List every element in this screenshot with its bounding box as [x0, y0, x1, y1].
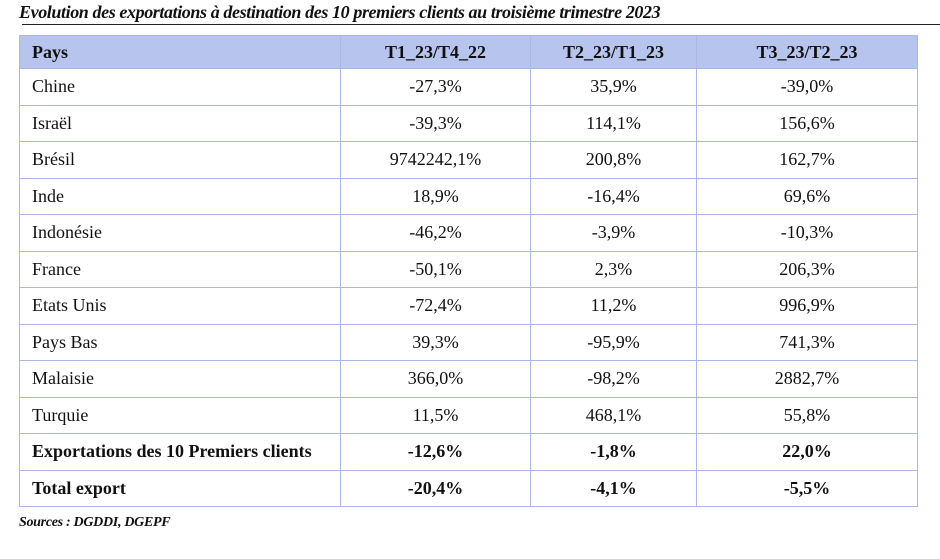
value-cell: -46,2%: [340, 214, 531, 252]
summary-value-cell: -4,1%: [530, 469, 697, 507]
value-cell: 206,3%: [696, 250, 918, 288]
value-cell: -27,3%: [340, 68, 531, 106]
header-t3: T3_23/T2_23: [696, 35, 918, 69]
value-cell: 2882,7%: [696, 360, 918, 398]
value-cell: 11,5%: [340, 396, 531, 434]
value-cell: 366,0%: [340, 360, 531, 398]
value-cell: 55,8%: [696, 396, 918, 434]
country-cell: Israël: [19, 104, 341, 142]
table-row: Brésil 9742242,1% 200,8% 162,7%: [19, 141, 918, 179]
country-cell: France: [19, 250, 341, 288]
exports-table-container: Pays T1_23/T4_22 T2_23/T1_23 T3_23/T2_23…: [19, 35, 918, 507]
country-cell: Pays Bas: [19, 323, 341, 361]
header-t1: T1_23/T4_22: [340, 35, 531, 69]
value-cell: 200,8%: [530, 141, 697, 179]
country-cell: Indonésie: [19, 214, 341, 252]
value-cell: -50,1%: [340, 250, 531, 288]
value-cell: 114,1%: [530, 104, 697, 142]
summary-value-cell: -12,6%: [340, 433, 531, 471]
country-cell: Turquie: [19, 396, 341, 434]
header-pays: Pays: [19, 35, 341, 69]
summary-value-cell: -1,8%: [530, 433, 697, 471]
summary-label-cell: Total export: [19, 469, 341, 507]
table-row: Pays Bas 39,3% -95,9% 741,3%: [19, 323, 918, 361]
value-cell: -95,9%: [530, 323, 697, 361]
summary-row-top10: Exportations des 10 Premiers clients -12…: [19, 433, 918, 471]
value-cell: 11,2%: [530, 287, 697, 325]
value-cell: 39,3%: [340, 323, 531, 361]
value-cell: 9742242,1%: [340, 141, 531, 179]
value-cell: 996,9%: [696, 287, 918, 325]
value-cell: 18,9%: [340, 177, 531, 215]
value-cell: 156,6%: [696, 104, 918, 142]
table-row: France -50,1% 2,3% 206,3%: [19, 250, 918, 288]
value-cell: 741,3%: [696, 323, 918, 361]
table-row: Indonésie -46,2% -3,9% -10,3%: [19, 214, 918, 252]
country-cell: Malaisie: [19, 360, 341, 398]
summary-value-cell: 22,0%: [696, 433, 918, 471]
country-cell: Brésil: [19, 141, 341, 179]
header-t2: T2_23/T1_23: [530, 35, 697, 69]
value-cell: -10,3%: [696, 214, 918, 252]
summary-value-cell: -20,4%: [340, 469, 531, 507]
summary-value-cell: -5,5%: [696, 469, 918, 507]
value-cell: 162,7%: [696, 141, 918, 179]
value-cell: -39,0%: [696, 68, 918, 106]
table-header-row: Pays T1_23/T4_22 T2_23/T1_23 T3_23/T2_23: [19, 35, 918, 69]
table-row: Inde 18,9% -16,4% 69,6%: [19, 177, 918, 215]
value-cell: -98,2%: [530, 360, 697, 398]
exports-table: Pays T1_23/T4_22 T2_23/T1_23 T3_23/T2_23…: [19, 35, 918, 507]
value-cell: -39,3%: [340, 104, 531, 142]
page-title: Evolution des exportations à destination…: [19, 2, 661, 22]
value-cell: 69,6%: [696, 177, 918, 215]
value-cell: 2,3%: [530, 250, 697, 288]
value-cell: -72,4%: [340, 287, 531, 325]
summary-row-total: Total export -20,4% -4,1% -5,5%: [19, 469, 918, 507]
value-cell: -3,9%: [530, 214, 697, 252]
country-cell: Chine: [19, 68, 341, 106]
table-row: Malaisie 366,0% -98,2% 2882,7%: [19, 360, 918, 398]
country-cell: Inde: [19, 177, 341, 215]
country-cell: Etats Unis: [19, 287, 341, 325]
value-cell: 468,1%: [530, 396, 697, 434]
summary-label-cell: Exportations des 10 Premiers clients: [19, 433, 341, 471]
table-row: Turquie 11,5% 468,1% 55,8%: [19, 396, 918, 434]
table-row: Chine -27,3% 35,9% -39,0%: [19, 68, 918, 106]
source-note: Sources : DGDDI, DGEPF: [19, 515, 171, 530]
table-row: Israël -39,3% 114,1% 156,6%: [19, 104, 918, 142]
value-cell: 35,9%: [530, 68, 697, 106]
title-rule: [22, 24, 940, 25]
value-cell: -16,4%: [530, 177, 697, 215]
table-row: Etats Unis -72,4% 11,2% 996,9%: [19, 287, 918, 325]
